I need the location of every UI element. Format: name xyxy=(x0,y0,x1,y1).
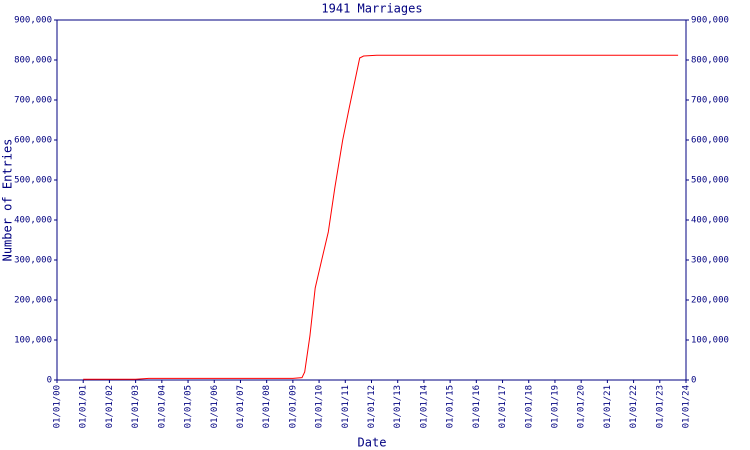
x-tick-label: 01/01/03 xyxy=(131,385,141,428)
y2-tick-label: 300,000 xyxy=(691,256,729,266)
y-tick-label: 300,000 xyxy=(14,256,52,266)
y-tick-label: 600,000 xyxy=(14,136,52,146)
x-tick-label: 01/01/10 xyxy=(315,385,325,428)
y-axis-label: Number of Entries xyxy=(1,139,15,262)
chart-title: 1941 Marriages xyxy=(321,2,422,16)
x-axis-label: Date xyxy=(358,436,387,450)
x-tick-label: 01/01/21 xyxy=(603,385,613,428)
x-tick-label: 01/01/22 xyxy=(629,385,639,428)
x-tick-label: 01/01/02 xyxy=(105,385,115,428)
x-tick-label: 01/01/11 xyxy=(341,385,351,428)
x-tick-label: 01/01/19 xyxy=(550,385,560,428)
y-tick-label: 0 xyxy=(47,376,52,386)
x-tick-label: 01/01/06 xyxy=(210,385,220,428)
x-tick-label: 01/01/01 xyxy=(79,385,89,428)
x-tick-label: 01/01/20 xyxy=(577,385,587,428)
x-tick-label: 01/01/05 xyxy=(184,385,194,428)
y2-tick-label: 900,000 xyxy=(691,16,729,26)
plot-frame xyxy=(56,19,687,381)
y2-tick-label: 800,000 xyxy=(691,56,729,66)
x-tick-label: 01/01/07 xyxy=(236,385,246,428)
x-tick-label: 01/01/23 xyxy=(655,385,665,428)
y-tick-label: 100,000 xyxy=(14,336,52,346)
x-tick-label: 01/01/17 xyxy=(498,385,508,428)
y-tick-label: 700,000 xyxy=(14,96,52,106)
x-tick-label: 01/01/18 xyxy=(524,385,534,428)
y-tick-label: 400,000 xyxy=(14,216,52,226)
y2-tick-label: 400,000 xyxy=(691,216,729,226)
data-line xyxy=(83,54,679,380)
y2-tick-label: 100,000 xyxy=(691,336,729,346)
x-tick-label: 01/01/08 xyxy=(262,385,272,428)
y2-tick-label: 600,000 xyxy=(691,136,729,146)
y-tick-label: 900,000 xyxy=(14,16,52,26)
y2-tick-label: 0 xyxy=(691,376,696,386)
x-tick-label: 01/01/12 xyxy=(367,385,377,428)
y-tick-label: 500,000 xyxy=(14,176,52,186)
x-tick-label: 01/01/15 xyxy=(446,385,456,428)
x-tick-label: 01/01/04 xyxy=(157,385,167,428)
x-tick-label: 01/01/14 xyxy=(419,385,429,428)
x-tick-label: 01/01/00 xyxy=(53,385,63,428)
x-tick-label: 01/01/09 xyxy=(288,385,298,428)
y2-tick-label: 700,000 xyxy=(691,96,729,106)
y-tick-label: 200,000 xyxy=(14,296,52,306)
x-tick-label: 01/01/16 xyxy=(472,385,482,428)
x-tick-label: 01/01/24 xyxy=(682,385,692,428)
y2-tick-label: 200,000 xyxy=(691,296,729,306)
y2-tick-label: 500,000 xyxy=(691,176,729,186)
x-tick-label: 01/01/13 xyxy=(393,385,403,428)
y-tick-label: 800,000 xyxy=(14,56,52,66)
